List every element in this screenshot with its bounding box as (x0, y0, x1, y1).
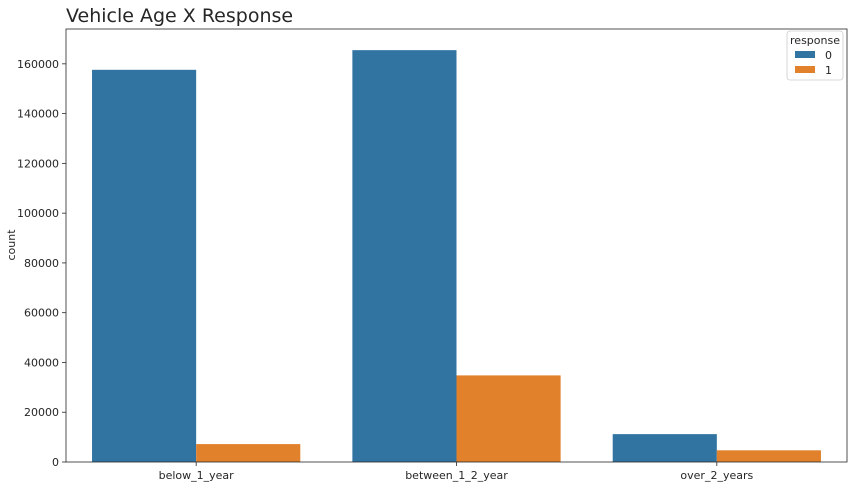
legend-swatch-0 (795, 51, 815, 58)
x-tick-label: between_1_2_year (405, 469, 508, 482)
x-tick-label: over_2_years (680, 469, 753, 482)
chart-title: Vehicle Age X Response (66, 5, 293, 27)
y-tick-label: 120000 (17, 157, 59, 170)
bar-over_2_years-response-0 (612, 434, 717, 462)
plot-area (65, 28, 848, 463)
legend-label-1: 1 (825, 64, 832, 77)
x-tick-label: below_1_year (159, 469, 235, 482)
y-tick-label: 100000 (17, 207, 59, 220)
bar-below_1_year-response-1 (196, 444, 301, 462)
y-axis-label: count (5, 229, 18, 261)
bar-below_1_year-response-0 (92, 69, 197, 462)
y-tick-label: 20000 (24, 406, 59, 419)
legend-label-0: 0 (825, 49, 832, 62)
y-tick-label: 80000 (24, 257, 59, 270)
bar-between_1_2_year-response-1 (456, 375, 561, 462)
legend-title: response (790, 34, 840, 47)
legend-swatch-1 (795, 66, 815, 73)
bar-between_1_2_year-response-0 (352, 50, 457, 463)
y-tick-label: 160000 (17, 58, 59, 71)
y-tick-label: 0 (52, 456, 59, 469)
y-tick-label: 140000 (17, 108, 59, 121)
y-axis: 0 20000 40000 60000 80000 100000 120000 140000 1… (17, 58, 66, 469)
y-tick-label: 60000 (24, 307, 59, 320)
y-tick-label: 40000 (24, 356, 59, 369)
legend: response 0 1 (786, 30, 844, 81)
x-axis: below_1_year between_1_2_year over_2_years (159, 462, 753, 482)
bar-over_2_years-response-1 (716, 450, 821, 462)
